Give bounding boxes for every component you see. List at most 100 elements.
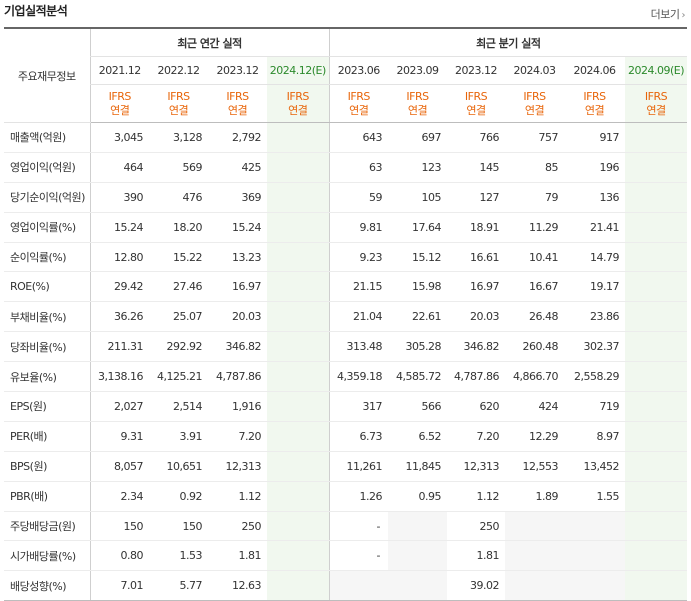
row-label: 영업이익(억원) bbox=[4, 152, 90, 183]
chevron-right-icon: › bbox=[681, 10, 686, 21]
table-cell: 12.80 bbox=[89, 242, 149, 273]
table-cell: 2,027 bbox=[89, 391, 149, 422]
group-quarterly: 최근 분기 실적 bbox=[328, 28, 688, 57]
table-cell: 7.20 bbox=[447, 421, 506, 452]
table-cell: 7.20 bbox=[208, 421, 267, 452]
table-cell: 150 bbox=[149, 510, 208, 542]
standard-ifrs: IFRS bbox=[583, 89, 606, 103]
standard-ifrs: IFRS bbox=[464, 89, 488, 103]
table-cell bbox=[505, 510, 565, 542]
table-cell: 150 bbox=[89, 510, 149, 542]
table-cell: - bbox=[328, 510, 389, 542]
period-header: 2023.12 bbox=[208, 56, 267, 85]
table-cell: 1.26 bbox=[328, 481, 389, 512]
table-row: 순이익률(%) 12.80 15.22 13.23 9.23 15.12 16.61 10.4… bbox=[4, 242, 688, 273]
table-cell bbox=[625, 391, 688, 422]
table-row: 당기순이익(억원) 390 476 369 59 105 127 79 136 bbox=[4, 182, 688, 213]
standard-consolidated: 연결 bbox=[168, 103, 189, 117]
table-cell: 85 bbox=[505, 152, 565, 183]
table-cell bbox=[625, 570, 688, 601]
period-header: 2023.06 bbox=[328, 56, 389, 85]
table-cell: 15.24 bbox=[208, 211, 267, 243]
standard-consolidated: 연결 bbox=[466, 103, 486, 117]
table-row: BPS(원) 8,057 10,651 12,313 11,261 11,845 12,31… bbox=[4, 451, 688, 482]
table-cell: 18.91 bbox=[447, 211, 506, 243]
table-cell: 11,845 bbox=[388, 451, 448, 482]
table-cell bbox=[267, 242, 330, 273]
table-cell: 8,057 bbox=[89, 451, 149, 482]
table-cell: 26.48 bbox=[505, 301, 565, 333]
table-cell: 17.64 bbox=[388, 211, 448, 243]
more-label: 더보기 bbox=[650, 8, 680, 21]
table-cell: 250 bbox=[447, 510, 506, 542]
table-cell: 145 bbox=[447, 152, 506, 183]
period-header: 2024.03 bbox=[505, 56, 565, 85]
table-cell bbox=[625, 211, 688, 243]
row-label: PER(배) bbox=[4, 421, 90, 452]
table-cell: 10,651 bbox=[149, 451, 208, 482]
table-cell bbox=[505, 540, 565, 572]
standard-header: IFRS 연결 bbox=[447, 84, 506, 123]
table-cell bbox=[564, 540, 626, 572]
table-cell: 9.23 bbox=[328, 242, 389, 273]
table-cell: 27.46 bbox=[149, 271, 208, 303]
table-cell bbox=[267, 331, 330, 363]
standard-ifrs: IFRS bbox=[644, 89, 668, 103]
table-cell: 13.23 bbox=[208, 242, 267, 273]
table-cell: 19.17 bbox=[564, 271, 626, 303]
table-cell: 766 bbox=[447, 122, 506, 153]
row-label: PBR(배) bbox=[4, 481, 90, 512]
table-cell bbox=[267, 540, 330, 572]
table-cell: 0.95 bbox=[388, 481, 448, 512]
table-cell: 7.01 bbox=[89, 570, 149, 601]
table-cell: 16.67 bbox=[505, 271, 565, 303]
table-cell bbox=[267, 152, 330, 183]
row-label: 매출액(억원) bbox=[4, 122, 90, 153]
period-header: 2021.12 bbox=[89, 56, 149, 85]
table-cell: 643 bbox=[328, 122, 389, 153]
row-label: 영업이익률(%) bbox=[4, 211, 90, 243]
period-row: 2021.12 2022.12 2023.12 2024.12(E) 2023.06 20… bbox=[4, 56, 688, 85]
table-cell: 8.97 bbox=[564, 421, 626, 452]
table-cell bbox=[267, 451, 330, 482]
table-cell: 6.73 bbox=[328, 421, 389, 452]
table-cell: 0.80 bbox=[89, 540, 149, 572]
table-cell: 18.20 bbox=[149, 211, 208, 243]
standard-header: IFRS 연결 bbox=[328, 84, 389, 123]
table-cell: 566 bbox=[388, 391, 448, 422]
table-cell: 250 bbox=[208, 510, 267, 542]
table-cell: 305.28 bbox=[388, 331, 448, 363]
table-cell: 16.61 bbox=[447, 242, 506, 273]
table-cell: 697 bbox=[388, 122, 448, 153]
table-cell: 346.82 bbox=[447, 331, 506, 363]
table-row: PBR(배) 2.34 0.92 1.12 1.26 0.95 1.12 1.89 1.55 bbox=[4, 481, 688, 512]
table-cell: 4,125.21 bbox=[149, 361, 208, 393]
table-cell: 476 bbox=[149, 182, 208, 213]
table-body: 매출액(억원) 3,045 3,128 2,792 643 697 766 757 917 영업이… bbox=[4, 122, 688, 601]
standard-consolidated: 연결 bbox=[110, 103, 130, 117]
table-row: 유보율(%) 3,138.16 4,125.21 4,787.86 4,359.18 4,… bbox=[4, 361, 688, 393]
table-cell: 20.03 bbox=[208, 301, 267, 333]
table-cell: 1.12 bbox=[208, 481, 267, 512]
financial-table: 주요재무정보 최근 연간 실적 최근 분기 실적 2021.12 2022.12 2… bbox=[4, 27, 688, 601]
standard-header: IFRS 연결 bbox=[564, 84, 626, 123]
more-link[interactable]: 더보기 › bbox=[650, 6, 686, 22]
table-cell: 620 bbox=[447, 391, 506, 422]
table-cell bbox=[564, 570, 626, 601]
table-cell: 136 bbox=[564, 182, 626, 213]
table-cell: 21.04 bbox=[328, 301, 389, 333]
table-cell bbox=[625, 242, 688, 273]
table-cell: 2,558.29 bbox=[564, 361, 626, 393]
table-cell bbox=[267, 510, 330, 542]
standard-ifrs: IFRS bbox=[108, 89, 132, 103]
table-cell: 2.34 bbox=[89, 481, 149, 512]
period-header: 2023.12 bbox=[447, 56, 506, 85]
table-cell: 23.86 bbox=[564, 301, 626, 333]
standard-consolidated: 연결 bbox=[349, 103, 369, 117]
row-label: 유보율(%) bbox=[4, 361, 90, 393]
table-cell: 317 bbox=[328, 391, 389, 422]
table-cell: 1,916 bbox=[208, 391, 267, 422]
period-header: 2024.12(E) bbox=[267, 56, 330, 85]
table-cell: 1.81 bbox=[447, 540, 506, 572]
standard-consolidated: 연결 bbox=[584, 103, 605, 117]
